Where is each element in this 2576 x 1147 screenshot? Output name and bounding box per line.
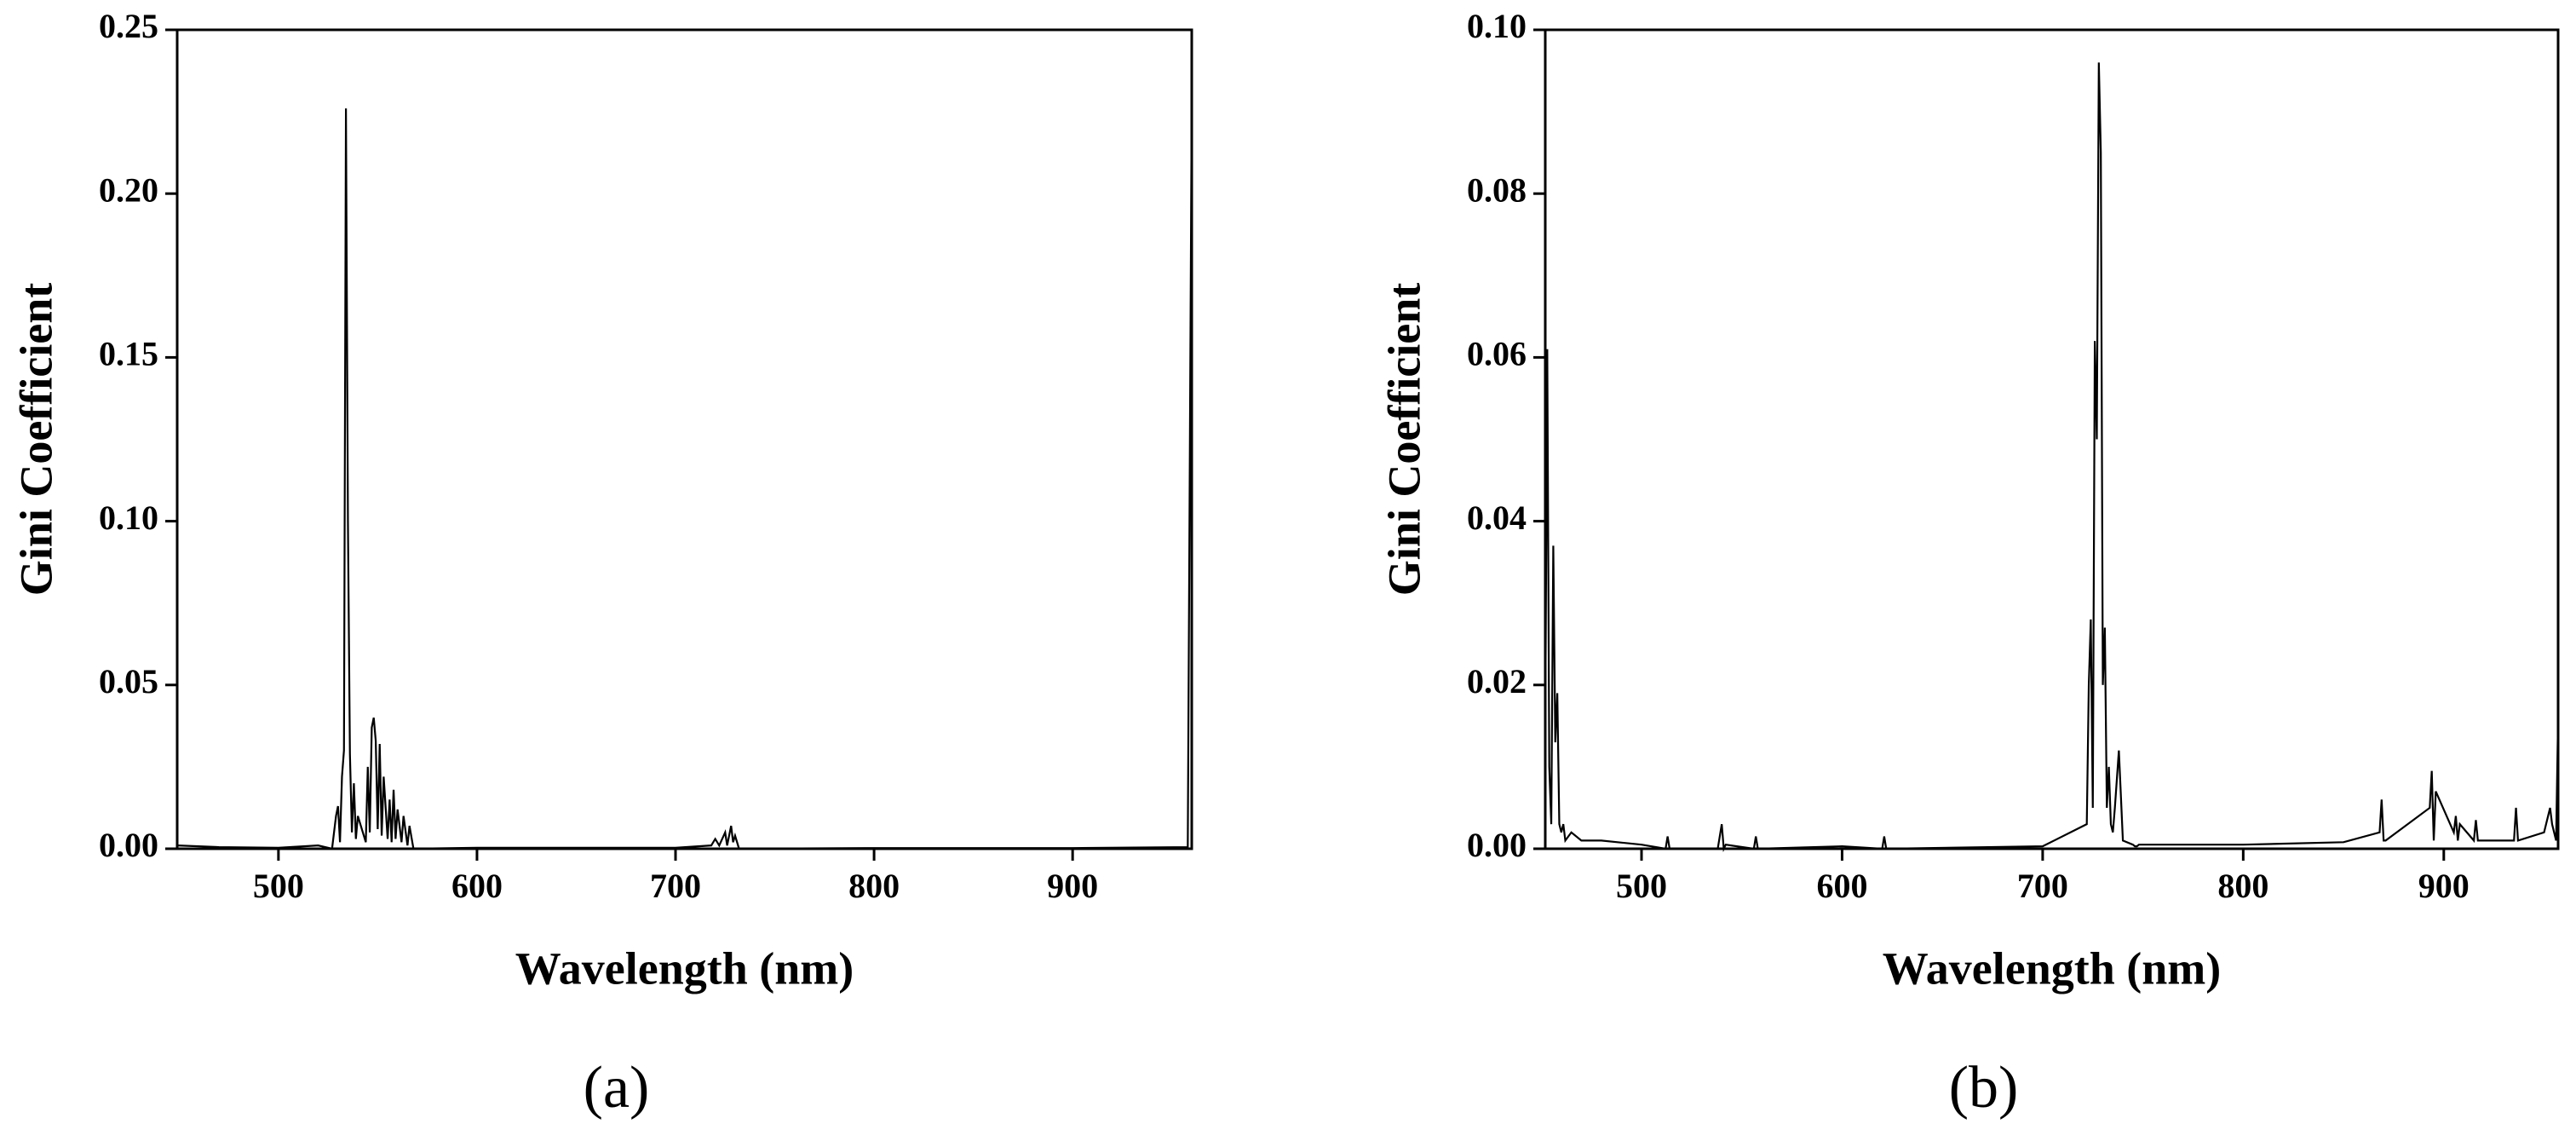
x-tick-label: 800 — [848, 867, 900, 905]
spectrum-line — [176, 95, 1193, 850]
x-tick-label: 600 — [451, 867, 503, 905]
y-tick-label: 0.10 — [1467, 7, 1527, 45]
x-tick-label: 800 — [2217, 867, 2268, 905]
y-tick-label: 0.05 — [99, 662, 158, 700]
plot-frame — [175, 28, 1193, 850]
y-tick-label: 0.08 — [1467, 170, 1527, 209]
y-tick-label: 0.02 — [1467, 662, 1527, 700]
y-axis-title: Gini Coefficient — [1378, 283, 1429, 596]
x-tick-label: 700 — [2017, 867, 2068, 905]
plot-frame — [1544, 28, 2560, 850]
panel-label: (a) — [584, 1055, 650, 1121]
x-tick-label: 700 — [650, 867, 701, 905]
spectrum-line — [1544, 62, 2560, 853]
x-tick-label: 500 — [253, 867, 304, 905]
panel-label: (b) — [1949, 1055, 2019, 1121]
x-tick-label: 900 — [2418, 867, 2470, 905]
y-tick-label: 0.25 — [99, 7, 158, 45]
y-tick-label: 0.10 — [99, 499, 158, 537]
y-tick-label: 0.15 — [99, 335, 158, 373]
y-tick-label: 0.20 — [99, 170, 158, 209]
y-tick-label: 0.00 — [1467, 826, 1527, 864]
x-tick-label: 500 — [1616, 867, 1667, 905]
y-tick-label: 0.06 — [1467, 335, 1527, 373]
y-tick-label: 0.04 — [1467, 499, 1527, 537]
x-tick-label: 600 — [1816, 867, 1867, 905]
x-tick-label: 900 — [1047, 867, 1098, 905]
x-axis-title: Wavelength (nm) — [515, 942, 854, 994]
x-axis-title: Wavelength (nm) — [1883, 942, 2222, 994]
y-tick-label: 0.00 — [99, 826, 158, 864]
y-axis-title: Gini Coefficient — [10, 283, 61, 596]
